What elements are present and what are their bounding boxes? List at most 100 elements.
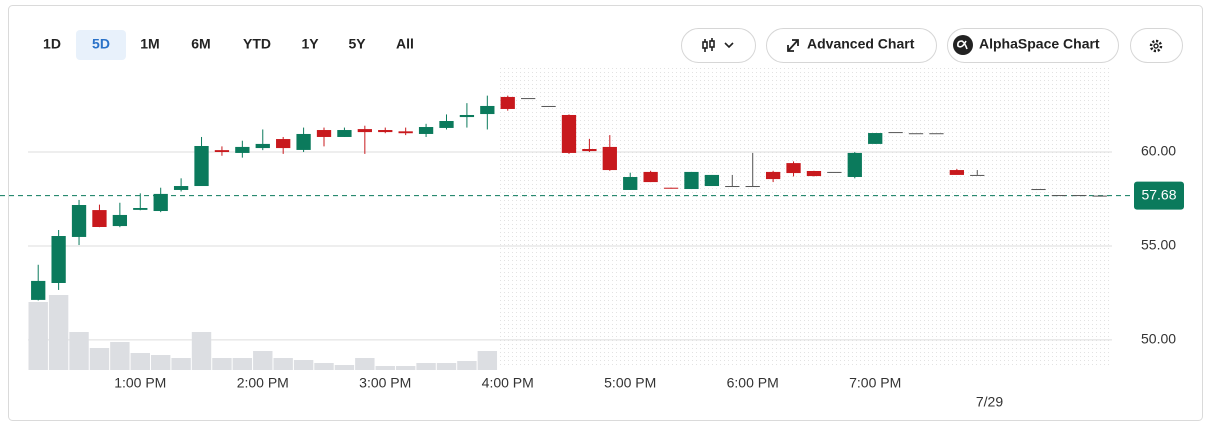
candle-body [623, 177, 638, 190]
candle-body [745, 186, 760, 188]
candle-body [480, 105, 495, 115]
candle-body [357, 129, 372, 133]
last-price-label: 57.68 [1141, 186, 1176, 202]
y-tick-label: 50.00 [1141, 331, 1176, 347]
volume-bar [212, 358, 232, 370]
volume-bar [334, 365, 355, 370]
candle-body [970, 174, 985, 176]
range-button[interactable]: 1Y [301, 36, 319, 52]
x-tick-label: 4:00 PM [482, 375, 534, 391]
volume-bar [191, 332, 212, 370]
candle-body [561, 114, 577, 153]
candle-body [888, 132, 903, 134]
volume-bar [110, 342, 130, 370]
range-button[interactable]: All [396, 36, 414, 52]
candle-body [847, 152, 862, 178]
x-tick-label: 6:00 PM [727, 375, 779, 391]
volume-bar [171, 358, 191, 370]
range-button[interactable]: 1M [140, 36, 159, 52]
volume-bar [89, 348, 110, 370]
volume-bar [314, 363, 334, 370]
candle-body [112, 214, 128, 227]
candle-body [1031, 189, 1046, 191]
candle-body [296, 133, 311, 150]
candle-body [173, 186, 189, 190]
candle-body [827, 171, 842, 173]
candle-body [337, 130, 352, 137]
candle-body [949, 170, 964, 175]
volume-bar [130, 353, 150, 370]
candle-body [1092, 195, 1107, 197]
advanced-chart-button[interactable]: Advanced Chart [766, 28, 937, 63]
x-tick-label: 3:00 PM [359, 375, 411, 391]
volume-bar [28, 302, 48, 370]
volume-bar [355, 358, 375, 370]
candle-body [398, 131, 413, 134]
candle-body [786, 163, 801, 174]
candle-body [418, 127, 434, 134]
range-button[interactable]: 6M [191, 36, 210, 52]
x-tick-label: 5:00 PM [604, 375, 656, 391]
candle-body [439, 121, 454, 128]
volume-bar [150, 355, 171, 370]
candle-body [1072, 195, 1087, 197]
alphaspace-chart-button[interactable]: AlphaSpace Chart [947, 28, 1119, 63]
candle-body [133, 208, 148, 210]
candle-body [602, 146, 617, 171]
y-tick-label: 55.00 [1141, 237, 1176, 253]
candle-body [153, 193, 168, 212]
candle-body [459, 114, 475, 118]
candle-body [806, 170, 822, 177]
candle-body [31, 280, 46, 300]
volume-bar [477, 351, 498, 370]
candle-body [582, 149, 597, 152]
volume-bar [436, 363, 457, 370]
range-button-bg [76, 30, 126, 60]
candle-body [684, 171, 699, 190]
candle-body [276, 139, 291, 149]
candle-body [500, 96, 515, 109]
candle-body [929, 133, 944, 135]
volume-bar [253, 351, 273, 370]
y-tick-label: 60.00 [1141, 143, 1176, 159]
range-button[interactable]: 5D [92, 36, 110, 52]
volume-bar [395, 366, 416, 370]
button-label: AlphaSpace Chart [979, 36, 1100, 52]
volume-bar [48, 295, 69, 370]
volume-bar [69, 332, 89, 370]
x-tick-label: 2:00 PM [237, 375, 289, 391]
candle-body [541, 105, 556, 107]
candle-body [521, 98, 536, 100]
volume-bar [416, 363, 436, 370]
settings-button[interactable] [1130, 28, 1183, 63]
range-button[interactable]: YTD [243, 36, 271, 52]
candle-body [214, 150, 230, 153]
x-tick-label: 7:00 PM [849, 375, 901, 391]
candle-body [378, 130, 393, 133]
chart-type-button[interactable] [681, 28, 756, 63]
range-button[interactable]: 1D [43, 36, 61, 52]
after-hours-shade [497, 65, 1113, 368]
volume-bar [232, 358, 253, 370]
candle-body [235, 146, 250, 153]
last-price-box [1134, 181, 1184, 210]
range-button[interactable]: 5Y [348, 36, 366, 52]
candle-body [908, 133, 924, 135]
button-label: Advanced Chart [807, 36, 915, 52]
x-tick-label: 1:00 PM [114, 375, 166, 391]
candle-body [663, 187, 679, 189]
candle-body [51, 236, 66, 283]
volume-bar [293, 360, 314, 370]
candle-body [704, 174, 720, 187]
candle-body [765, 171, 781, 180]
candle-body [725, 186, 740, 188]
candle-body [868, 133, 883, 144]
date-tick-label: 7/29 [976, 394, 1003, 410]
volume-bar [375, 366, 395, 370]
candle-body [643, 171, 658, 183]
volume-bar [457, 361, 477, 370]
candle-body [1051, 195, 1067, 197]
candle-body [71, 205, 87, 237]
volume-bar [273, 358, 293, 370]
